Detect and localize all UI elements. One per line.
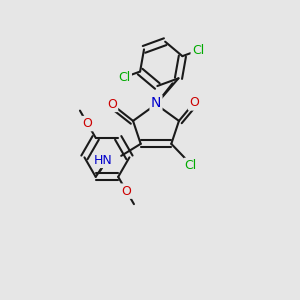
Text: O: O bbox=[122, 184, 131, 198]
Text: O: O bbox=[107, 98, 117, 111]
Text: Cl: Cl bbox=[185, 159, 197, 172]
Text: N: N bbox=[151, 96, 161, 110]
Text: O: O bbox=[189, 96, 199, 110]
Text: HN: HN bbox=[94, 154, 112, 167]
Text: Cl: Cl bbox=[192, 44, 204, 57]
Text: Cl: Cl bbox=[118, 71, 131, 84]
Text: O: O bbox=[82, 117, 92, 130]
